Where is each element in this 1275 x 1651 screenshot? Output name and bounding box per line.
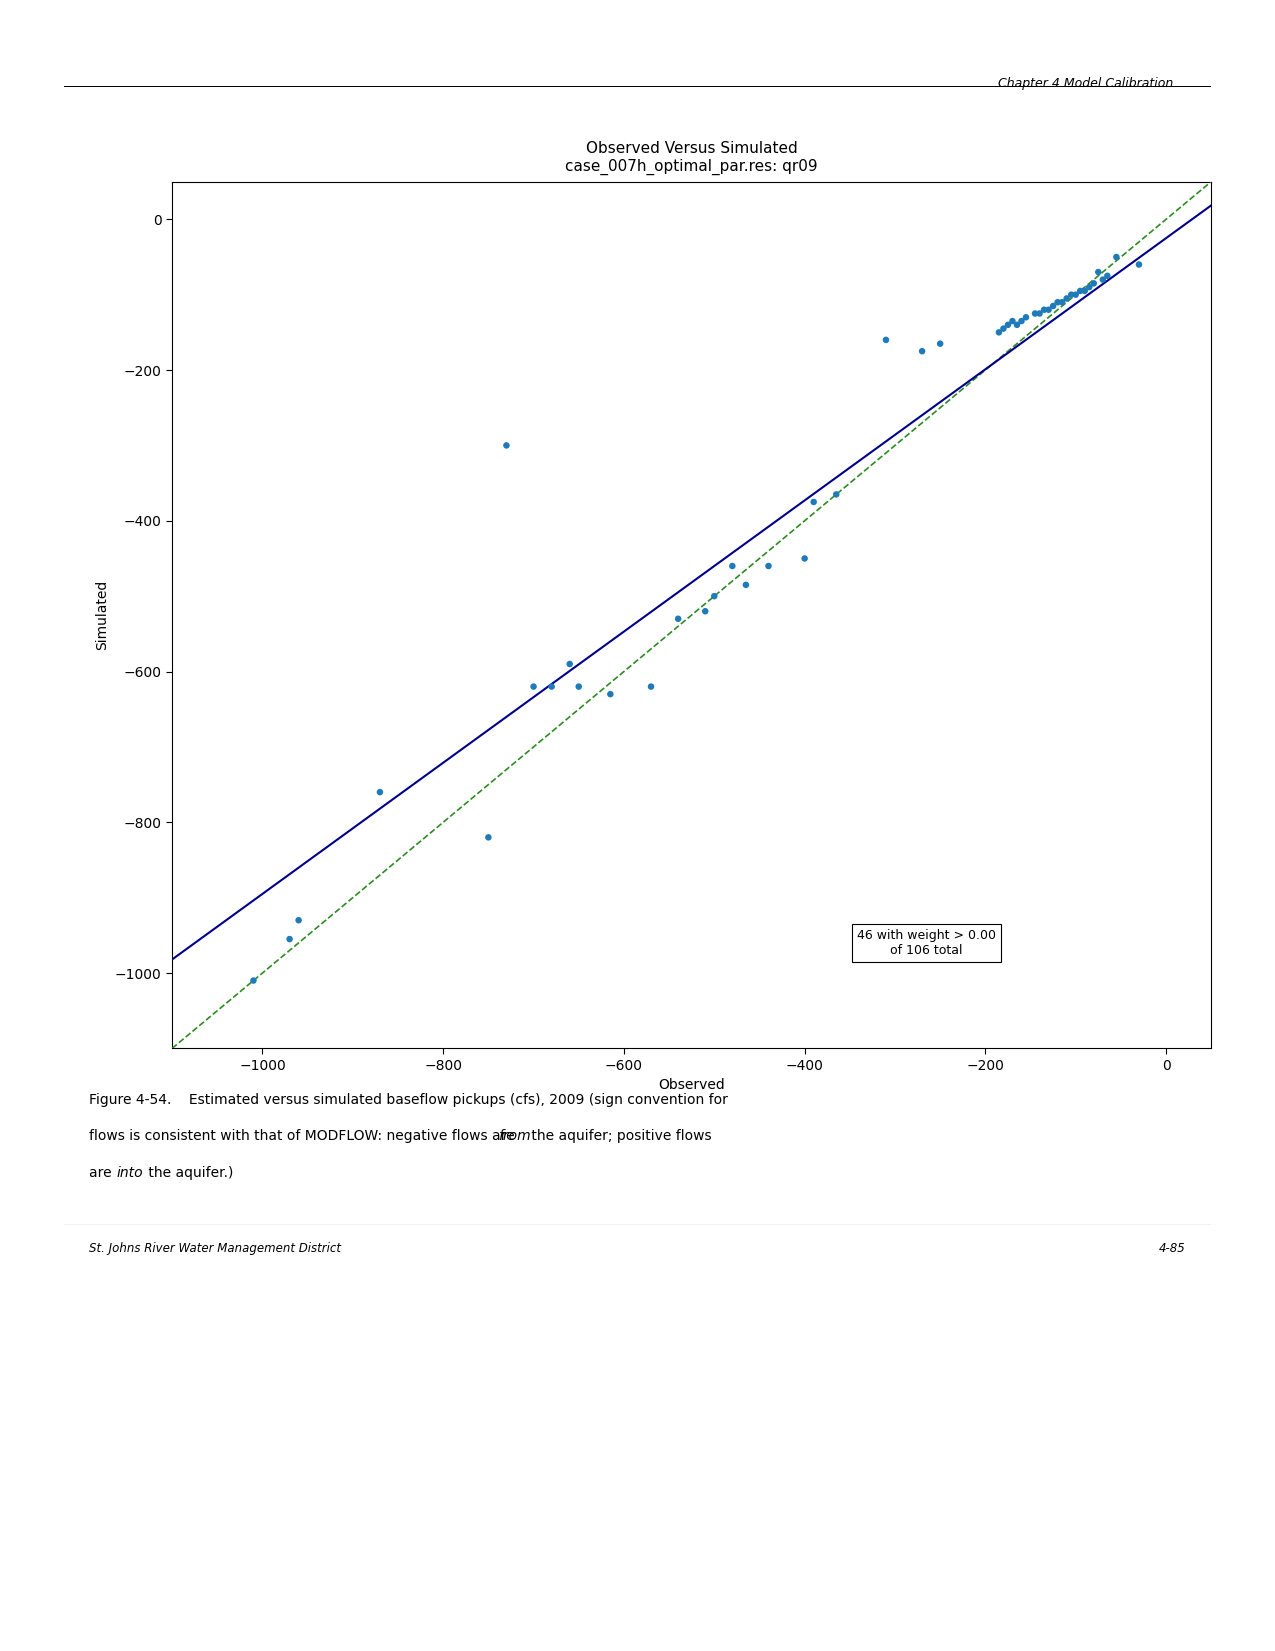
Text: Chapter 4 Model Calibration: Chapter 4 Model Calibration (998, 78, 1173, 89)
Point (876, 327, 896, 353)
Point (542, 674, 562, 700)
Point (1061, 281, 1081, 307)
Point (1107, 244, 1127, 271)
Point (1011, 307, 1031, 334)
Point (478, 824, 499, 850)
Point (523, 674, 543, 700)
Point (1034, 297, 1054, 324)
Text: 4-85: 4-85 (1159, 1242, 1186, 1255)
Point (1007, 312, 1028, 338)
Point (1084, 271, 1104, 297)
Point (1088, 259, 1108, 286)
Point (1048, 289, 1068, 315)
Point (601, 680, 621, 707)
Text: from: from (497, 1129, 530, 1142)
Point (1093, 266, 1113, 292)
Title: Observed Versus Simulated
case_007h_optimal_par.res: qr09: Observed Versus Simulated case_007h_opti… (565, 140, 819, 175)
Point (695, 598, 715, 624)
Point (668, 606, 688, 632)
Point (736, 571, 756, 598)
Point (912, 338, 932, 365)
Point (569, 674, 589, 700)
Point (722, 553, 742, 580)
Y-axis label: Simulated: Simulated (96, 580, 110, 650)
Point (641, 674, 662, 700)
Point (1079, 274, 1099, 300)
Point (988, 319, 1009, 345)
Point (370, 779, 390, 806)
Text: flows is consistent with that of MODFLOW: negative flows are: flows is consistent with that of MODFLOW… (89, 1129, 519, 1142)
Point (1066, 281, 1086, 307)
Text: are: are (89, 1166, 116, 1179)
Text: into: into (116, 1166, 143, 1179)
Point (1038, 297, 1058, 324)
Point (1128, 251, 1149, 277)
Point (759, 553, 779, 580)
Point (1096, 263, 1117, 289)
Point (1029, 300, 1049, 327)
Point (560, 650, 580, 677)
Point (803, 489, 824, 515)
Point (1075, 277, 1095, 304)
Point (1057, 286, 1077, 312)
Text: 46 with weight > 0.00
of 106 total: 46 with weight > 0.00 of 106 total (857, 930, 996, 958)
Point (929, 330, 950, 357)
X-axis label: Observed: Observed (658, 1078, 725, 1093)
Point (794, 545, 815, 571)
Point (1025, 300, 1046, 327)
Point (704, 583, 724, 609)
Point (993, 315, 1014, 342)
Point (288, 906, 309, 933)
Point (279, 926, 300, 953)
Text: the aquifer.): the aquifer.) (144, 1166, 233, 1179)
Point (244, 967, 264, 994)
Text: the aquifer; positive flows: the aquifer; positive flows (527, 1129, 711, 1142)
Text: St. Johns River Water Management District: St. Johns River Water Management Distric… (89, 1242, 342, 1255)
Text: Figure 4-54.    Estimated versus simulated baseflow pickups (cfs), 2009 (sign co: Figure 4-54. Estimated versus simulated … (89, 1093, 728, 1106)
Point (1016, 304, 1037, 330)
Point (1052, 289, 1072, 315)
Point (496, 433, 516, 459)
Point (1043, 292, 1063, 319)
Point (1070, 277, 1090, 304)
Point (826, 480, 847, 507)
Point (998, 312, 1019, 338)
Point (1002, 307, 1023, 334)
